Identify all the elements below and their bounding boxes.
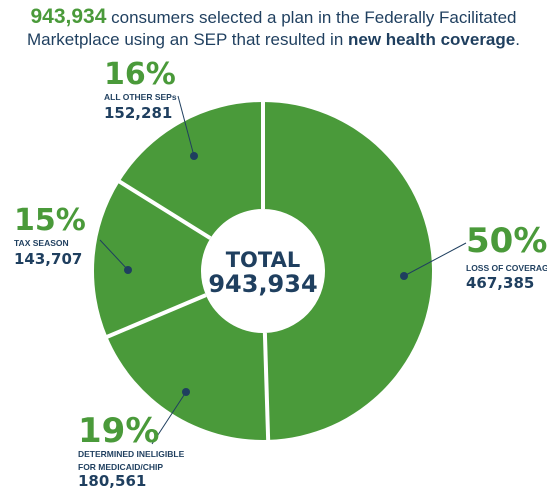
leader-line-all-other-seps xyxy=(177,95,195,157)
leader-line-determined-ineligible-for-medicaid-chip xyxy=(151,391,187,445)
leader-dot-loss-of-coverage xyxy=(400,272,408,280)
leader-line-loss-of-coverage xyxy=(403,242,467,277)
headline-count: 943,934 xyxy=(30,5,107,28)
leader-dot-determined-ineligible-for-medicaid-chip xyxy=(182,388,190,396)
headline-line-1: 943,934 consumers selected a plan in the… xyxy=(0,6,547,29)
value-label-all-other-seps: 152,281 xyxy=(104,104,172,122)
percent-label-determined-ineligible-for-medicaid-chip: 19% xyxy=(78,411,159,451)
slice-separator xyxy=(262,332,271,441)
headline-text-2: Marketplace using an SEP that resulted i… xyxy=(27,30,348,49)
leader-line-tax-season xyxy=(99,239,129,271)
headline-text-3: . xyxy=(515,30,520,49)
center-label-title: TOTAL xyxy=(226,248,301,272)
slice-separator xyxy=(105,293,207,339)
slice-loss-of-coverage xyxy=(263,102,433,440)
value-label-determined-ineligible-for-medicaid-chip: 180,561 xyxy=(78,472,146,490)
headline-text-1: consumers selected a plan in the Federal… xyxy=(106,8,517,27)
slice-separator xyxy=(117,179,212,240)
percent-label-all-other-seps: 16% xyxy=(104,57,176,92)
category-label-determined-ineligible-for-medicaid-chip: DETERMINED INELIGIBLE xyxy=(78,449,185,459)
headline-line-2: Marketplace using an SEP that resulted i… xyxy=(0,29,547,51)
category-label-determined-ineligible-for-medicaid-chip: FOR MEDICAID/CHIP xyxy=(78,462,163,472)
value-label-tax-season: 143,707 xyxy=(14,250,82,268)
category-label-all-other-seps: ALL OTHER SEPs xyxy=(104,92,177,102)
slice-all-other-seps xyxy=(119,102,263,239)
leader-dot-tax-season xyxy=(124,266,132,274)
leader-dot-all-other-seps xyxy=(190,152,198,160)
headline-emphasis: new health coverage xyxy=(348,30,516,49)
value-label-loss-of-coverage: 467,385 xyxy=(466,274,534,292)
headline: 943,934 consumers selected a plan in the… xyxy=(0,6,547,51)
percent-label-loss-of-coverage: 50% xyxy=(466,221,547,261)
percent-label-tax-season: 15% xyxy=(14,203,86,238)
category-label-loss-of-coverage: LOSS OF COVERAGE xyxy=(466,263,547,273)
slice-determined-ineligible-for-medicaid-chip xyxy=(107,295,269,441)
center-label-total: 943,934 xyxy=(208,270,317,298)
category-label-tax-season: TAX SEASON xyxy=(14,238,69,248)
